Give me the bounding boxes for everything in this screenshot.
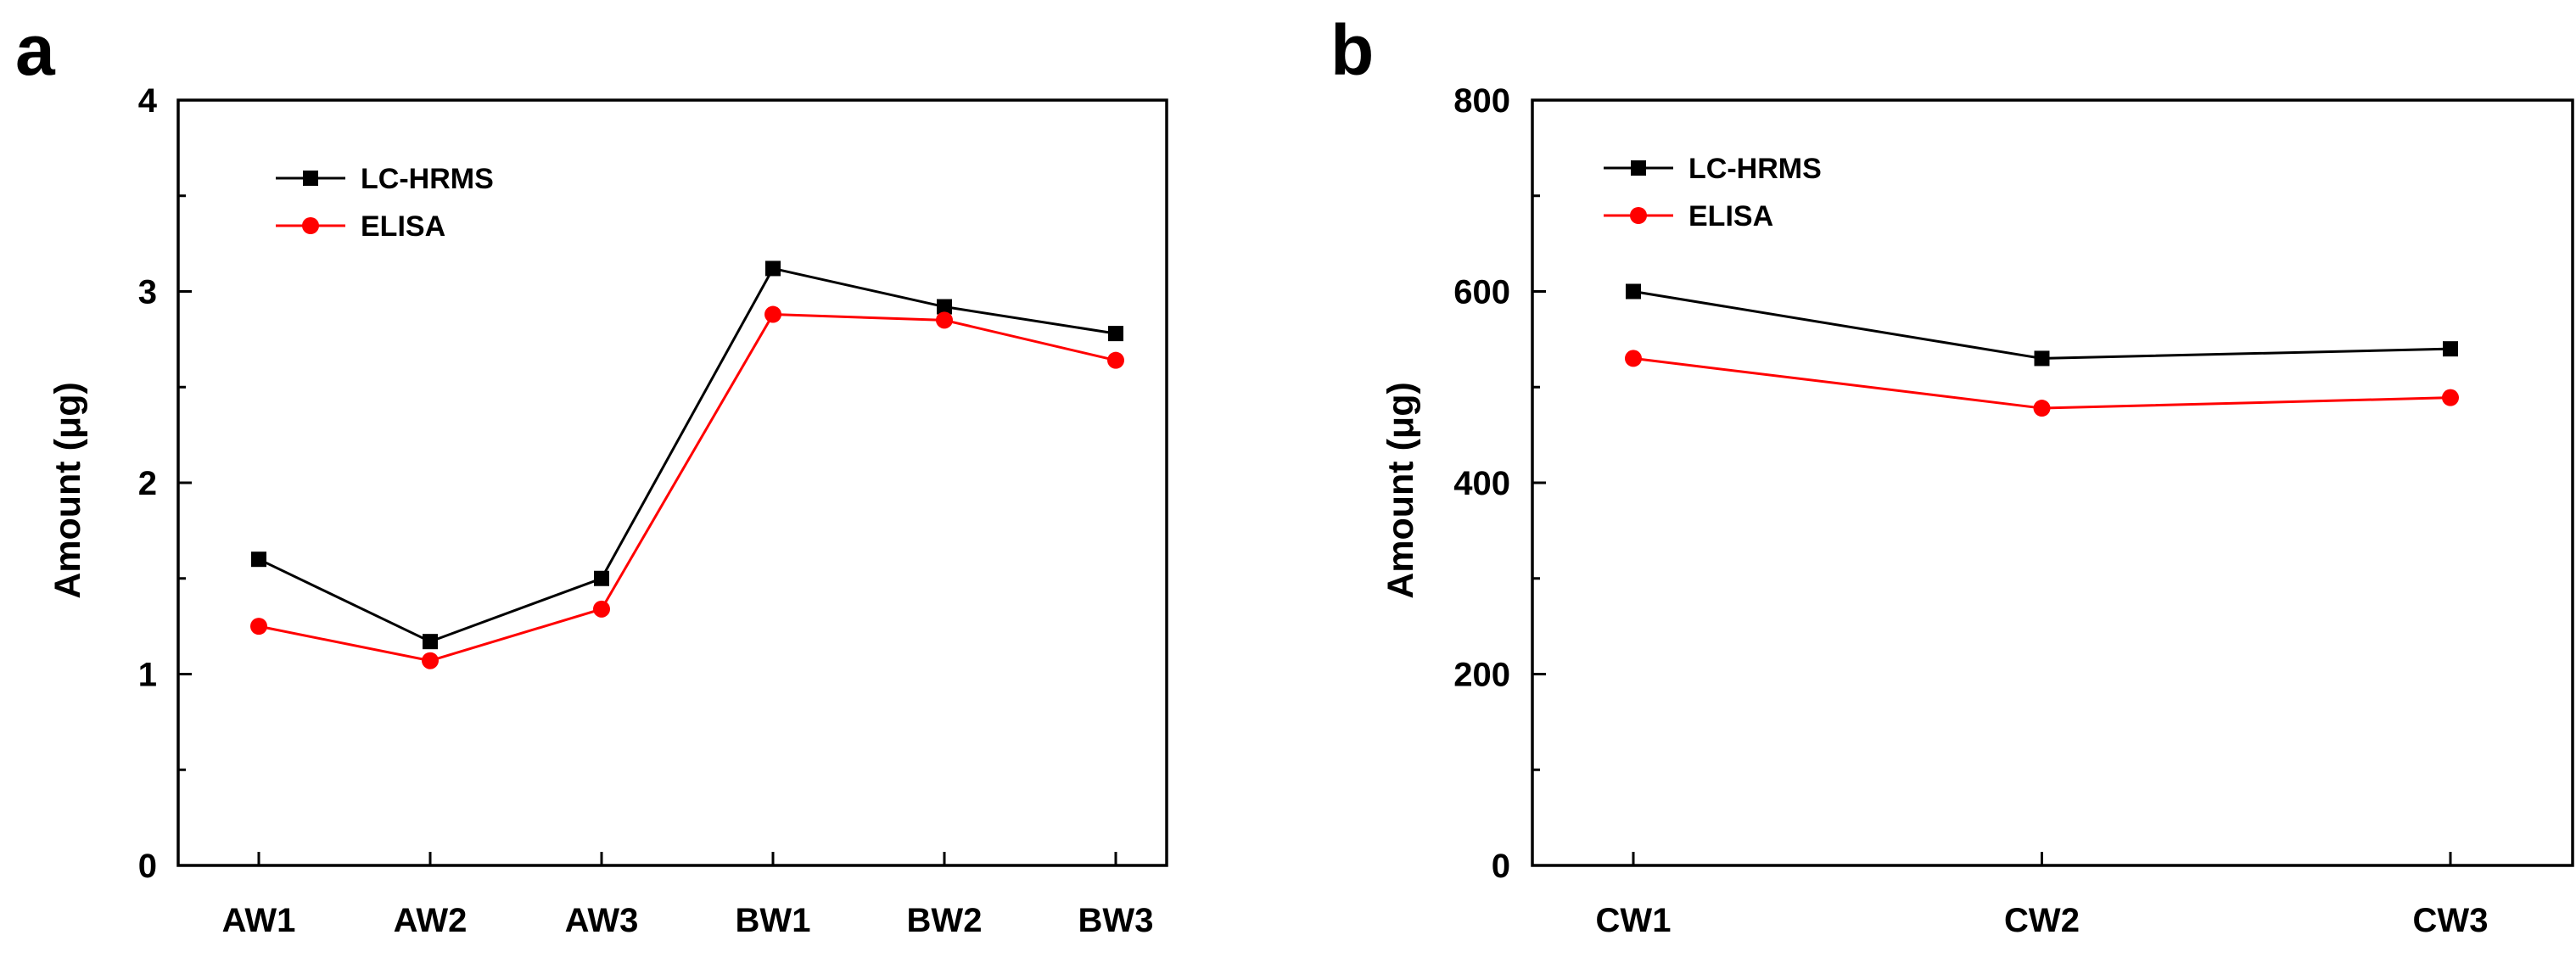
x-tick-label-a: BW1 — [736, 902, 811, 939]
legend-b: LC-HRMS ELISA — [1604, 153, 1822, 232]
data-point-lc-hrms-b — [2443, 341, 2458, 357]
y-tick-label-b: 600 — [1453, 274, 1510, 311]
y-tick-label-b: 200 — [1453, 657, 1510, 694]
x-tick-label-a: AW3 — [565, 902, 639, 939]
series-line-lc-hrms-a — [258, 266, 1117, 643]
y-axis-label-a: Amount (μg) — [48, 382, 88, 599]
legend-marker-lc-hrms-b — [1631, 160, 1646, 176]
data-point-elisa-b — [2442, 389, 2459, 406]
legend-marker-elisa-a — [302, 217, 319, 234]
x-tick-label-b: CW2 — [2004, 902, 2080, 939]
x-tick-label-a: AW1 — [222, 902, 296, 939]
data-point-lc-hrms-b — [1626, 283, 1641, 300]
legend-marker-elisa-b — [1630, 207, 1647, 224]
data-point-lc-hrms-a — [251, 551, 266, 568]
y-tick-label-a: 3 — [138, 274, 157, 311]
data-point-lc-hrms-b — [2034, 350, 2050, 367]
legend-a: LC-HRMS ELISA — [276, 163, 494, 243]
panel-letter-a: a — [15, 10, 56, 90]
legend-label-lc-hrms-b: LC-HRMS — [1688, 153, 1822, 185]
chart-panel-a: a Amount (μg) 0 1 2 3 4 AW1 AW2 AW3 BW1 BW2 BW3 L… — [15, 10, 1168, 939]
y-tick-label-a: 4 — [138, 82, 158, 120]
legend-marker-lc-hrms-a — [303, 171, 318, 186]
data-point-elisa-a — [936, 311, 953, 329]
data-point-elisa-a — [422, 652, 439, 669]
data-point-lc-hrms-a — [423, 634, 438, 650]
x-tick-label-a: BW2 — [907, 902, 983, 939]
y-tick-label-b: 400 — [1453, 465, 1510, 502]
y-tick-label-a: 2 — [138, 465, 157, 502]
y-tick-label-b: 0 — [1492, 848, 1510, 885]
legend-label-elisa-a: ELISA — [361, 210, 445, 243]
data-point-lc-hrms-a — [594, 570, 609, 586]
chart-panel-b: b Amount (μg) 0 200 400 600 800 CW1 CW2 CW3 LC… — [1330, 10, 2574, 939]
series-line-lc-hrms-b — [1632, 290, 2451, 360]
data-point-elisa-a — [250, 618, 267, 635]
data-point-lc-hrms-a — [937, 299, 952, 315]
panel-letter-b: b — [1330, 10, 1374, 90]
y-tick-label-b: 800 — [1453, 82, 1510, 120]
data-point-lc-hrms-a — [1108, 326, 1123, 342]
x-tick-label-a: BW3 — [1078, 902, 1154, 939]
data-point-lc-hrms-a — [765, 260, 781, 277]
data-point-elisa-a — [593, 600, 610, 618]
y-tick-label-a: 0 — [138, 848, 157, 885]
y-axis-label-b: Amount (μg) — [1380, 382, 1421, 599]
legend-label-lc-hrms-a: LC-HRMS — [361, 163, 494, 195]
x-tick-label-b: CW3 — [2413, 902, 2489, 939]
y-tick-label-a: 1 — [138, 657, 157, 694]
x-tick-label-a: AW2 — [394, 902, 468, 939]
data-point-elisa-a — [764, 305, 781, 323]
data-point-elisa-b — [2033, 400, 2051, 417]
plot-area-a — [176, 98, 1168, 867]
data-point-elisa-b — [1625, 350, 1642, 367]
x-tick-label-b: CW1 — [1596, 902, 1672, 939]
series-line-elisa-a — [258, 313, 1117, 663]
legend-label-elisa-b: ELISA — [1688, 200, 1773, 232]
data-point-elisa-a — [1107, 351, 1124, 369]
